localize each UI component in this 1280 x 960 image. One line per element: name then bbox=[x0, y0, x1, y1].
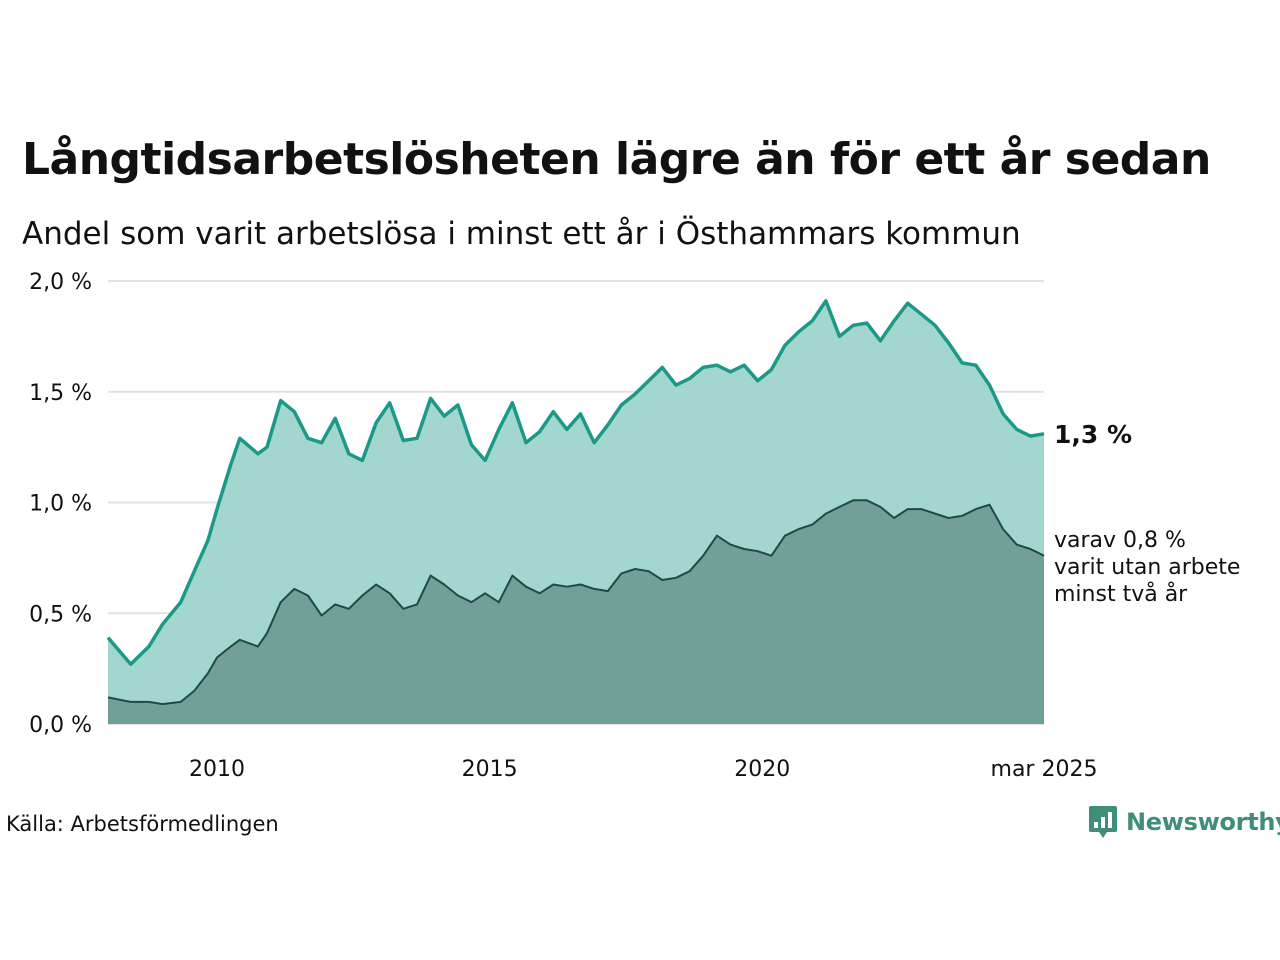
y-tick-label: 0,5 % bbox=[29, 602, 92, 627]
chart-title: Långtidsarbetslösheten lägre än för ett … bbox=[22, 134, 1211, 185]
sub-series-line bbox=[107, 499, 1045, 706]
chart-subtitle: Andel som varit arbetslösa i minst ett å… bbox=[22, 216, 1021, 252]
x-axis-ticks: 2010 2015 2020 mar 2025 bbox=[189, 757, 1097, 782]
main-end-label: 1,3 % bbox=[1054, 420, 1132, 449]
newsworthy-logo[interactable]: Newsworthy bbox=[1088, 804, 1280, 840]
sub-end-label: varav 0,8 % bbox=[1054, 528, 1186, 553]
source-note: Källa: Arbetsförmedlingen bbox=[6, 812, 279, 836]
series-areas bbox=[106, 299, 1045, 724]
sub-series-area bbox=[108, 500, 1044, 724]
sub-end-label: minst två år bbox=[1054, 581, 1188, 607]
y-tick-label: 1,0 % bbox=[29, 492, 92, 517]
x-tick-label: 2020 bbox=[734, 757, 790, 782]
main-series-line bbox=[106, 299, 1045, 666]
logo-wordmark: Newsworthy bbox=[1126, 808, 1280, 836]
bar-chart-badge-icon bbox=[1089, 806, 1117, 838]
sub-end-label: varit utan arbete bbox=[1054, 555, 1240, 580]
y-axis-ticks: 0,0 % 0,5 % 1,0 % 1,5 % 2,0 % bbox=[29, 270, 92, 738]
x-tick-label: 2015 bbox=[462, 757, 518, 782]
y-tick-label: 2,0 % bbox=[29, 270, 92, 295]
x-tick-label: mar 2025 bbox=[991, 757, 1098, 782]
y-tick-label: 1,5 % bbox=[29, 381, 92, 406]
y-tick-label: 0,0 % bbox=[29, 713, 92, 738]
x-tick-label: 2010 bbox=[189, 757, 245, 782]
